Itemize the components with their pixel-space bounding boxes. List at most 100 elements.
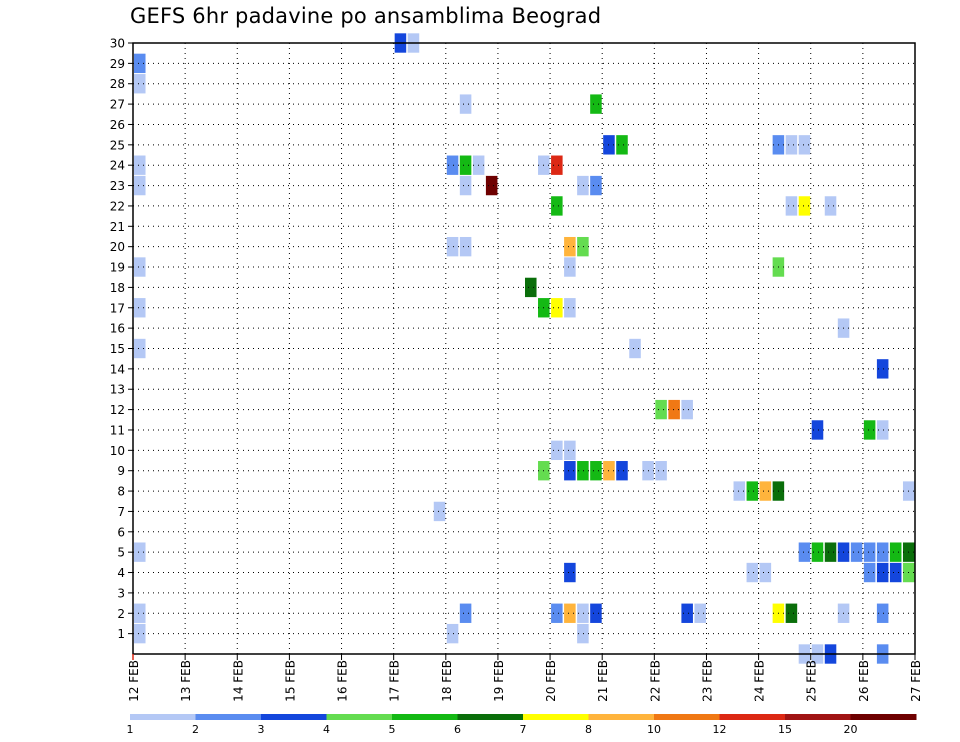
ensemble-cell [616, 135, 628, 155]
ensemble-cell [577, 175, 589, 196]
colorbar-swatch [719, 714, 786, 720]
colorbar-swatch [850, 714, 917, 720]
y-tick-label: 17 [110, 301, 125, 315]
ensemble-cell [681, 399, 693, 420]
ensemble-cell [889, 562, 902, 583]
grid-lines [132, 42, 916, 654]
y-tick-label: 1 [117, 627, 125, 641]
y-tick-label: 23 [110, 179, 125, 193]
y-tick-label: 7 [117, 505, 125, 519]
ensemble-cell [577, 236, 589, 257]
ensemble-cell [798, 196, 811, 216]
y-tick-label: 6 [117, 525, 125, 539]
ensemble-cell [590, 175, 602, 196]
ensemble-cell [446, 623, 459, 644]
colorbar-label: 12 [713, 723, 727, 736]
x-tick-label: 19 FEB [492, 660, 506, 702]
y-tick-label: 10 [110, 444, 125, 458]
y-tick-label: 27 [110, 98, 125, 112]
colorbar-label: 10 [647, 723, 661, 736]
colorbar-swatch [523, 714, 589, 720]
ensemble-cell [590, 461, 602, 481]
y-tick-label: 5 [117, 546, 125, 560]
x-tick-label: 27 FEB [909, 660, 923, 702]
ensemble-cell [759, 481, 772, 501]
y-tick-label: 3 [117, 586, 125, 600]
ensemble-cell [564, 257, 576, 277]
ensemble-cell [785, 196, 798, 216]
y-tick-label: 14 [110, 362, 125, 376]
x-tick-label: 26 FEB [857, 660, 871, 702]
ensemble-cell [564, 603, 576, 623]
colorbar-label: 7 [520, 723, 527, 736]
y-tick-label: 28 [110, 77, 125, 91]
ensemble-cell [459, 603, 472, 623]
y-tick-label: 15 [110, 342, 125, 356]
ensemble-cell [485, 175, 498, 196]
colorbar: 1 2 3 4 5 6 7 8 10 12 15 20 [127, 714, 917, 736]
ensemble-cell [134, 298, 146, 318]
x-tick-label: 25 FEB [805, 660, 819, 702]
ensemble-cell [798, 542, 811, 562]
ensemble-cell [577, 603, 589, 623]
ensemble-cell [459, 155, 472, 175]
ensemble-cell [759, 562, 772, 583]
ensemble-cell [459, 236, 472, 257]
ensemble-cell [590, 94, 602, 114]
x-axis: 12 FEB 13 FEB 14 FEB 15 FEB 16 FEB 17 FEB 18 F… [127, 654, 923, 702]
ensemble-cell [876, 562, 889, 583]
ensemble-cell [850, 542, 863, 562]
y-tick-label: 2 [117, 607, 125, 621]
colorbar-swatch [654, 714, 720, 720]
y-tick-label: 25 [110, 138, 125, 152]
ensemble-cell [616, 461, 628, 481]
ensemble-cell [564, 298, 576, 318]
ensemble-cell [134, 155, 146, 175]
x-tick-label: 12 FEB [127, 660, 141, 702]
colorbar-label: 6 [454, 723, 461, 736]
y-tick-label: 22 [110, 199, 125, 213]
ensemble-cell [551, 440, 563, 461]
x-tick-label: 24 FEB [753, 660, 767, 702]
ensemble-cell [694, 603, 706, 623]
ensemble-cell [876, 542, 889, 562]
ensemble-cell [134, 603, 146, 623]
colorbar-swatch [261, 714, 327, 720]
ensemble-cell [459, 94, 472, 114]
ensemble-cell [134, 257, 146, 277]
y-tick-label: 24 [110, 159, 125, 173]
ensemble-cell [811, 542, 824, 562]
colorbar-label: 1 [127, 723, 134, 736]
ensemble-cell [824, 542, 837, 562]
x-tick-label: 15 FEB [283, 660, 297, 702]
x-tick-label: 21 FEB [596, 660, 610, 702]
ensemble-cell [863, 542, 876, 562]
ensemble-cell [459, 175, 472, 196]
colorbar-label: 4 [323, 723, 330, 736]
y-tick-label: 16 [110, 322, 125, 336]
colorbar-swatch [130, 714, 196, 720]
ensemble-cell [824, 196, 837, 216]
x-tick-label: 18 FEB [440, 660, 454, 702]
ensemble-cells [134, 33, 915, 664]
ensemble-cell [134, 542, 146, 562]
y-tick-label: 19 [110, 261, 125, 275]
ensemble-cell [134, 338, 146, 359]
colorbar-swatch [195, 714, 262, 720]
y-tick-label: 29 [110, 57, 125, 71]
ensemble-cell [134, 74, 146, 94]
ensemble-cell [863, 420, 876, 440]
ensemble-cell [811, 420, 824, 440]
y-axis: 1234567891011121314151617181920212223242… [110, 37, 133, 641]
colorbar-swatch [326, 714, 393, 720]
ensemble-cell [577, 623, 589, 644]
x-tick-label: 20 FEB [544, 660, 558, 702]
ensemble-cell [798, 135, 811, 155]
ensemble-cell [433, 501, 446, 522]
ensemble-cell [525, 277, 537, 298]
y-tick-label: 12 [110, 403, 125, 417]
ensemble-cell [551, 298, 563, 318]
y-tick-label: 26 [110, 118, 125, 132]
colorbar-label: 3 [258, 723, 265, 736]
